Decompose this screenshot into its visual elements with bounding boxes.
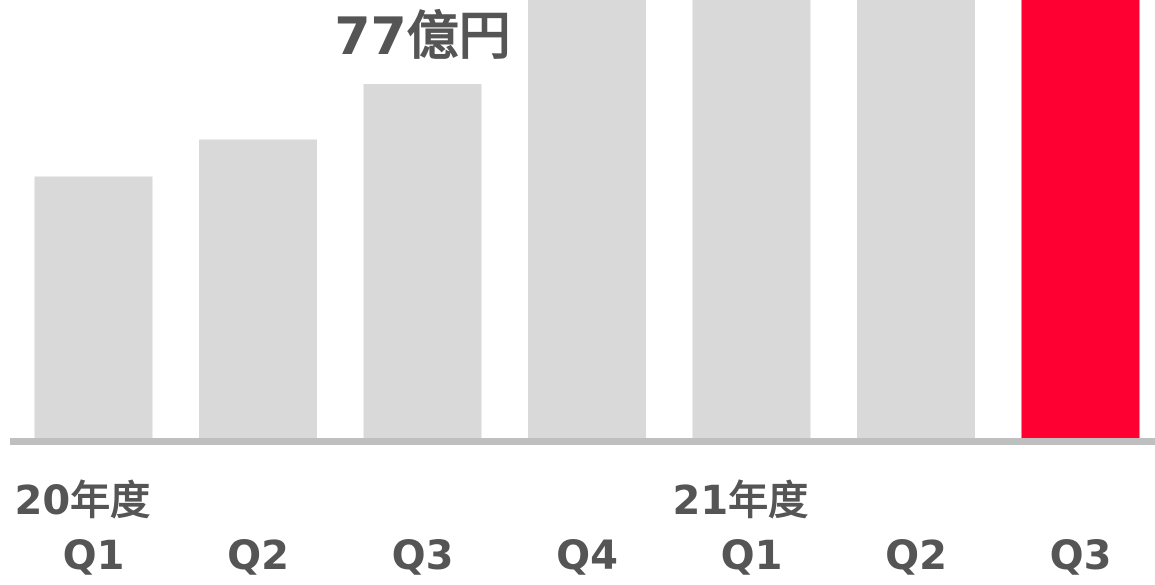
bar (528, 0, 646, 440)
x-tick-label: Q2 (227, 533, 289, 579)
value-label: 77億円 (334, 7, 510, 67)
x-tick-label: Q3 (1050, 533, 1112, 579)
bar (34, 176, 153, 440)
x-tick-label: Q1 (721, 533, 783, 579)
x-tick-label: Q3 (392, 533, 454, 579)
plot-area (34, 0, 1140, 440)
bar (857, 0, 975, 440)
x-tick-label: Q1 (63, 533, 125, 579)
group-label: 21年度 (673, 478, 809, 524)
bar (363, 84, 482, 440)
x-tick-label: Q2 (885, 533, 947, 579)
bar (1021, 0, 1140, 440)
group-label: 20年度 (15, 478, 151, 524)
bar (692, 0, 811, 440)
bar (199, 139, 317, 440)
baseline (10, 438, 1155, 445)
x-tick-label: Q4 (556, 533, 618, 579)
